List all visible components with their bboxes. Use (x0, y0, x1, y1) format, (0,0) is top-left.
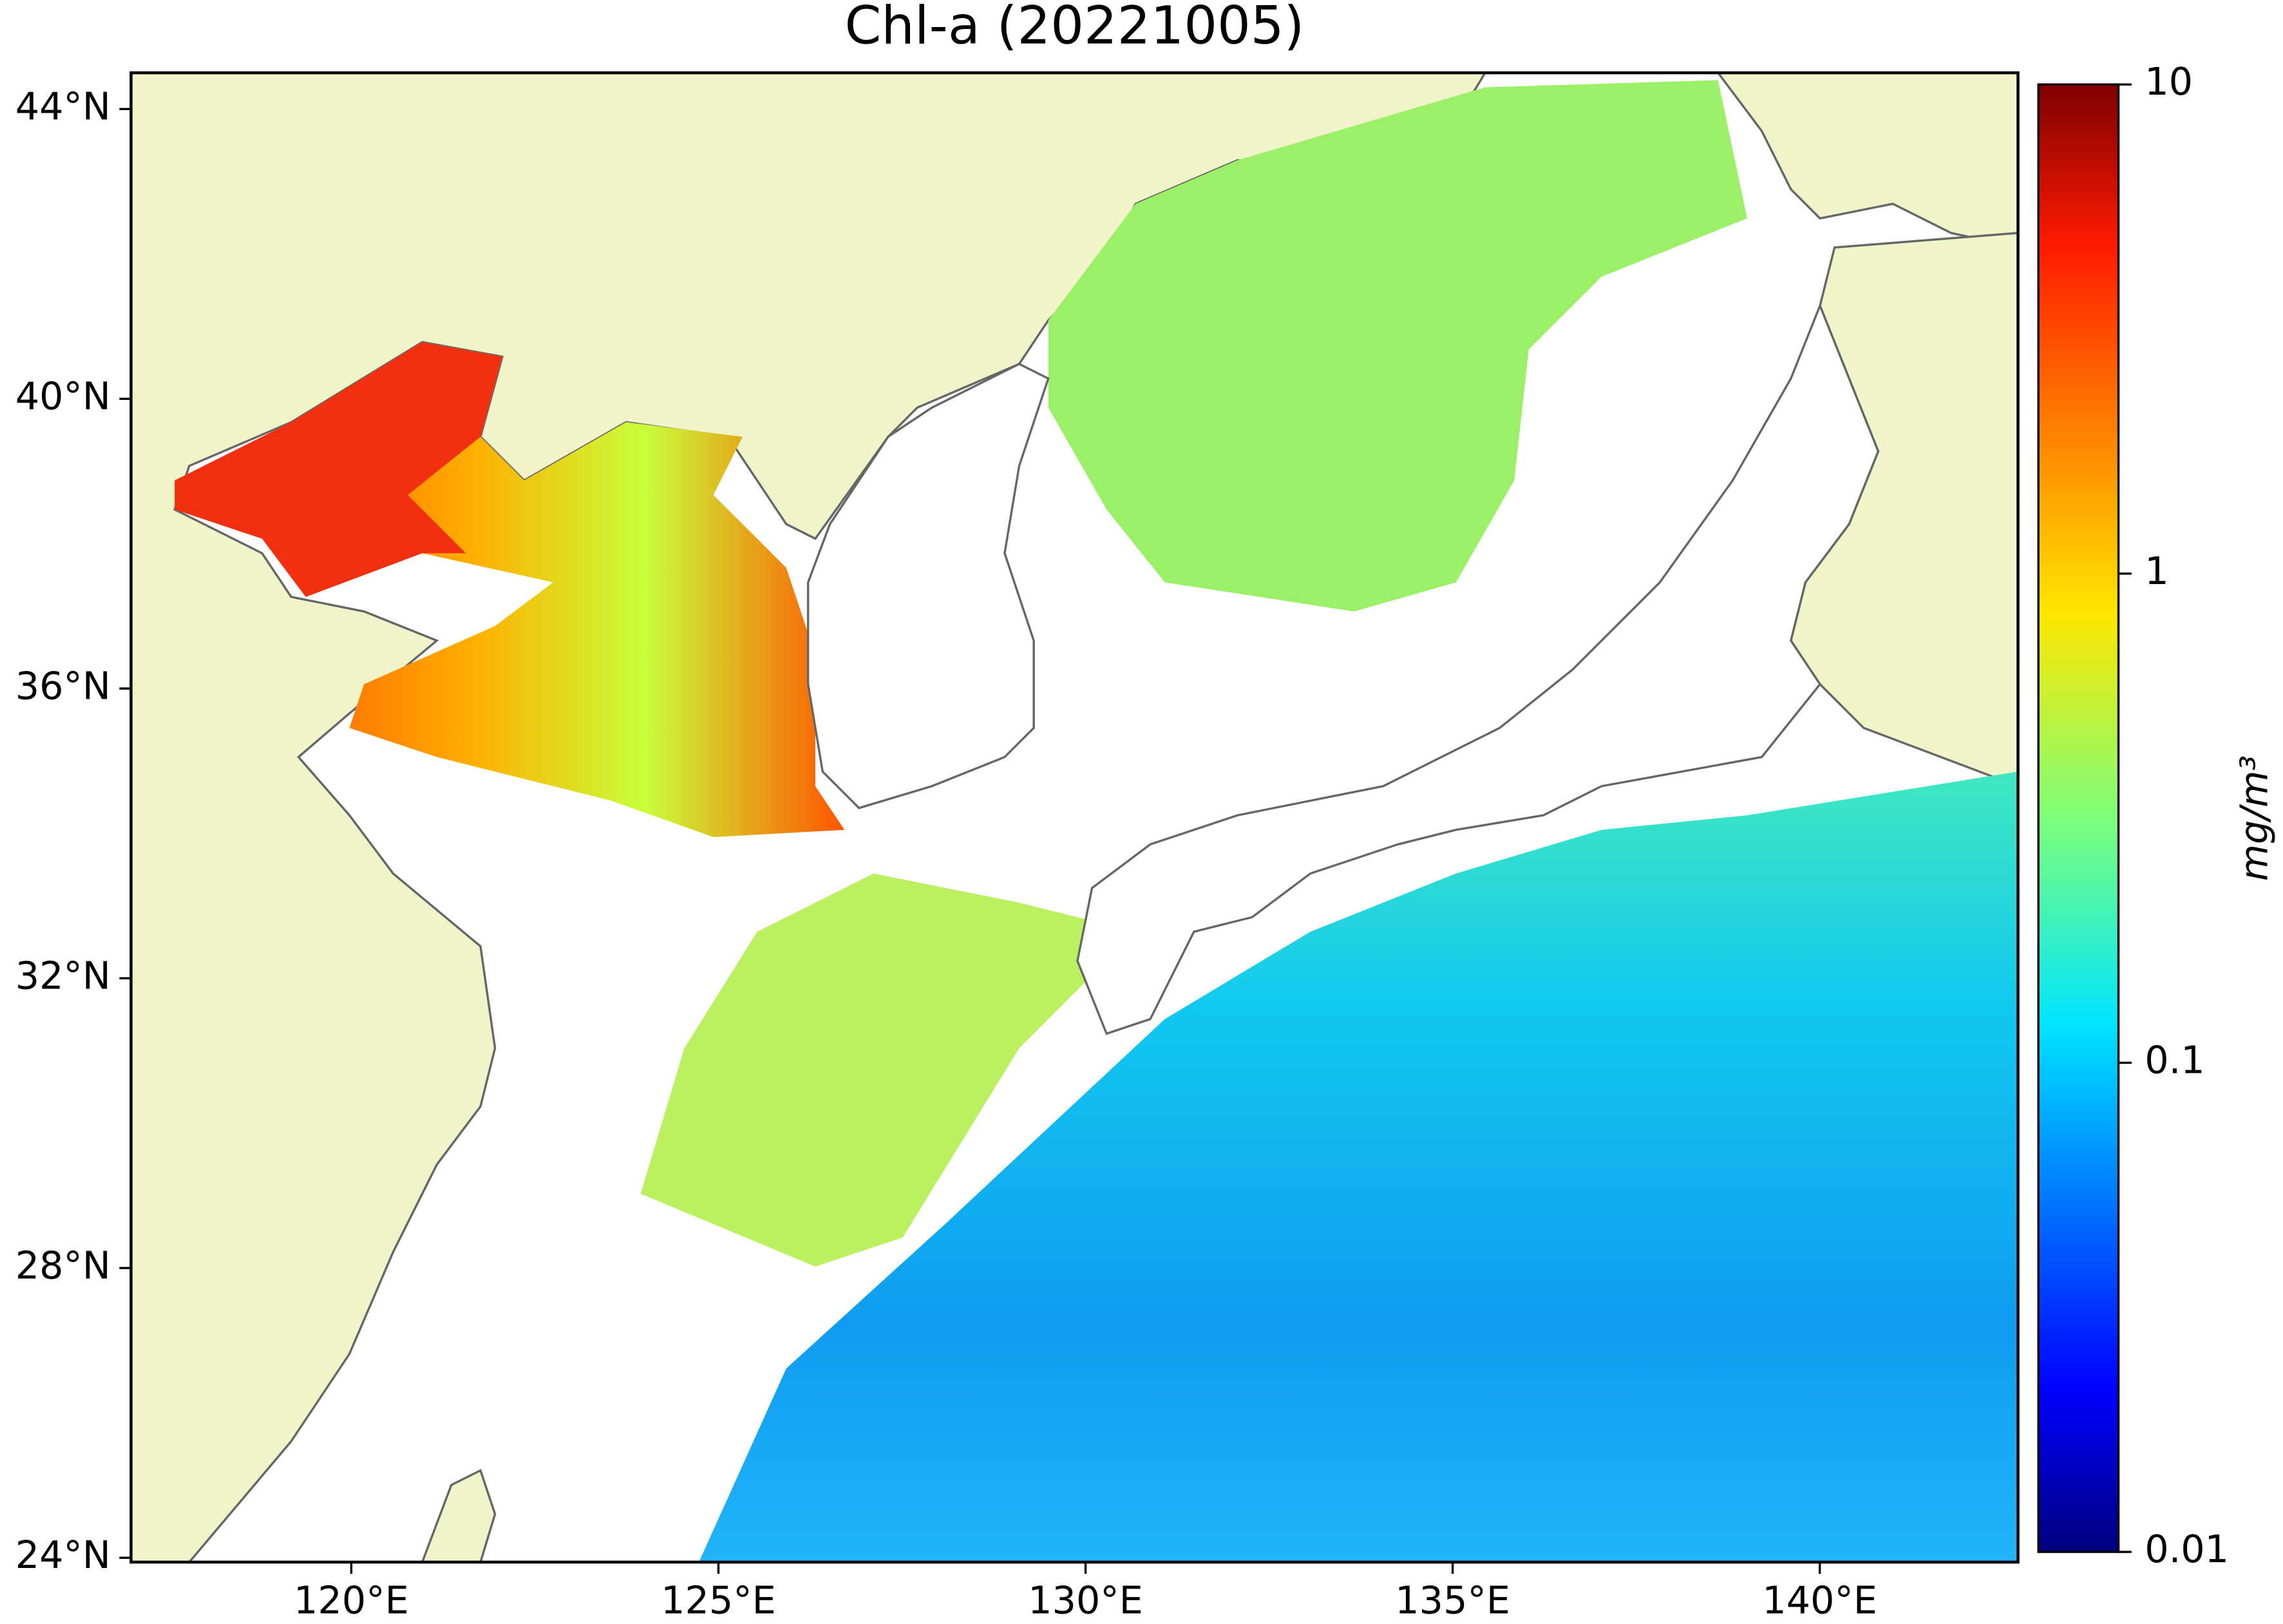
y-tick-label: 44°N (15, 84, 111, 128)
land (1716, 73, 2018, 249)
map-field (131, 73, 2018, 1562)
y-tick-label: 24°N (15, 1533, 111, 1577)
sea-of-japan (1048, 80, 1748, 612)
x-tick-label: 120°E (294, 1578, 409, 1622)
x-tick-label: 140°E (1762, 1578, 1877, 1622)
colorbar-tick-label: 0.1 (2145, 1038, 2204, 1082)
x-tick-label: 125°E (661, 1578, 776, 1622)
x-tick-label: 135°E (1395, 1578, 1510, 1622)
map-frame (129, 71, 2020, 1564)
bohai-sea (175, 342, 502, 597)
y-tick-label: 32°N (15, 953, 111, 997)
japan (1076, 303, 1880, 1035)
x-tick-label: 130°E (1028, 1578, 1143, 1622)
land (421, 1469, 497, 1562)
pacific (699, 771, 2018, 1562)
korea (807, 363, 1050, 809)
colorbar (2037, 83, 2120, 1553)
y-tick-label: 36°N (15, 663, 111, 708)
map-title: Chl-a (20221005) (845, 0, 1305, 57)
colorbar-label: mg/m³ (2231, 755, 2276, 881)
east-china-sea (640, 873, 1136, 1267)
colorbar-tick-label: 0.01 (2145, 1527, 2229, 1571)
colorbar-tick-label: 1 (2145, 549, 2168, 593)
y-tick-label: 28°N (15, 1243, 111, 1287)
y-tick-label: 40°N (15, 373, 111, 418)
colorbar-tick-label: 10 (2145, 59, 2193, 104)
